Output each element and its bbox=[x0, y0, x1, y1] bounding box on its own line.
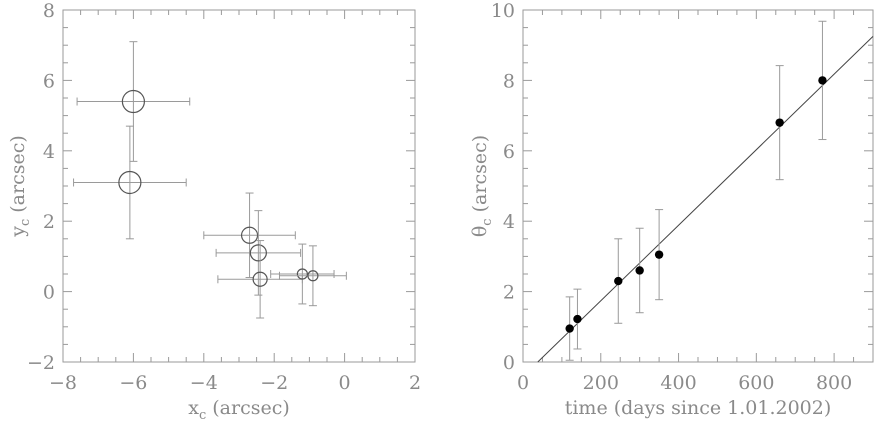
position-y-tick-label: 8 bbox=[43, 0, 55, 22]
separation-x-tick-label: 200 bbox=[583, 372, 619, 394]
separation-y-tick-label: 8 bbox=[503, 70, 515, 92]
position-x-axis-label: xc (arcsec) bbox=[188, 397, 290, 423]
position-data-point bbox=[215, 210, 302, 296]
position-y-axis-label: yc (arcsec) bbox=[7, 135, 33, 238]
separation-x-tick-label: 0 bbox=[517, 372, 529, 394]
position-y-tick-label: −2 bbox=[27, 352, 55, 374]
position-x-tick-label: 2 bbox=[409, 372, 421, 394]
separation-y-tick-label: 10 bbox=[491, 0, 515, 22]
position-open-circle-marker bbox=[121, 89, 145, 114]
separation-x-axis-label: time (days since 1.01.2002) bbox=[565, 397, 832, 419]
position-data-point bbox=[278, 245, 347, 307]
position-data-point bbox=[76, 41, 191, 162]
position-open-circle-marker bbox=[240, 226, 259, 244]
separation-filled-circle-marker bbox=[654, 250, 664, 259]
separation-filled-circle-marker bbox=[565, 324, 574, 333]
separation-plot-frame bbox=[522, 9, 874, 363]
position-x-tick-label: −8 bbox=[49, 372, 77, 394]
position-y-tick-label: 4 bbox=[43, 141, 55, 163]
position-open-circle-marker bbox=[118, 170, 142, 195]
separation-data-point bbox=[565, 296, 574, 361]
separation-y-tick-label: 0 bbox=[503, 352, 515, 374]
position-y-tick-label: 2 bbox=[43, 211, 55, 233]
position-data-point bbox=[217, 240, 303, 319]
separation-filled-circle-marker bbox=[635, 266, 644, 275]
position-x-tick-label: −6 bbox=[119, 372, 147, 394]
separation-y-tick-label: 4 bbox=[503, 211, 515, 233]
separation-filled-circle-marker bbox=[614, 276, 623, 286]
position-open-circle-marker bbox=[296, 268, 308, 280]
position-x-tick-label: 0 bbox=[339, 372, 351, 394]
position-data-point bbox=[73, 125, 187, 240]
separation-data-point bbox=[635, 227, 644, 314]
separation-x-tick-label: 400 bbox=[660, 372, 696, 394]
position-x-tick-label: −4 bbox=[190, 372, 218, 394]
position-data-point bbox=[270, 243, 335, 305]
separation-data-point bbox=[654, 209, 664, 301]
position-y-tick-label: 6 bbox=[43, 70, 55, 92]
position-open-circle-marker bbox=[249, 244, 267, 262]
position-data-point bbox=[203, 192, 296, 279]
separation-data-point bbox=[818, 20, 827, 141]
separation-x-tick-label: 800 bbox=[816, 372, 852, 394]
separation-y-tick-label: 2 bbox=[503, 282, 515, 304]
position-open-circle-marker bbox=[307, 270, 319, 282]
separation-panel: 0 200 400 600 800 0 2 4 6 8 10 time (days since 1.… bbox=[469, 0, 874, 419]
position-x-tick-label: −2 bbox=[260, 372, 288, 394]
separation-fit-line bbox=[537, 36, 874, 363]
separation-data-point bbox=[775, 65, 784, 181]
separation-filled-circle-marker bbox=[775, 118, 784, 127]
separation-y-tick-label: 6 bbox=[503, 141, 515, 163]
separation-filled-circle-marker bbox=[573, 314, 582, 324]
position-plot-frame bbox=[62, 9, 416, 363]
position-open-circle-marker bbox=[252, 271, 268, 287]
position-y-tick-label: 0 bbox=[43, 282, 55, 304]
separation-x-tick-label: 600 bbox=[738, 372, 774, 394]
position-panel: −8 −6 −4 −2 0 2 −2 0 2 4 6 8 xc (arcsec) yc (arcsec… bbox=[7, 0, 421, 423]
separation-y-axis-label: θc (arcsec) bbox=[469, 135, 495, 237]
separation-filled-circle-marker bbox=[818, 76, 827, 85]
separation-data-point bbox=[573, 288, 582, 350]
separation-data-point bbox=[614, 238, 623, 324]
